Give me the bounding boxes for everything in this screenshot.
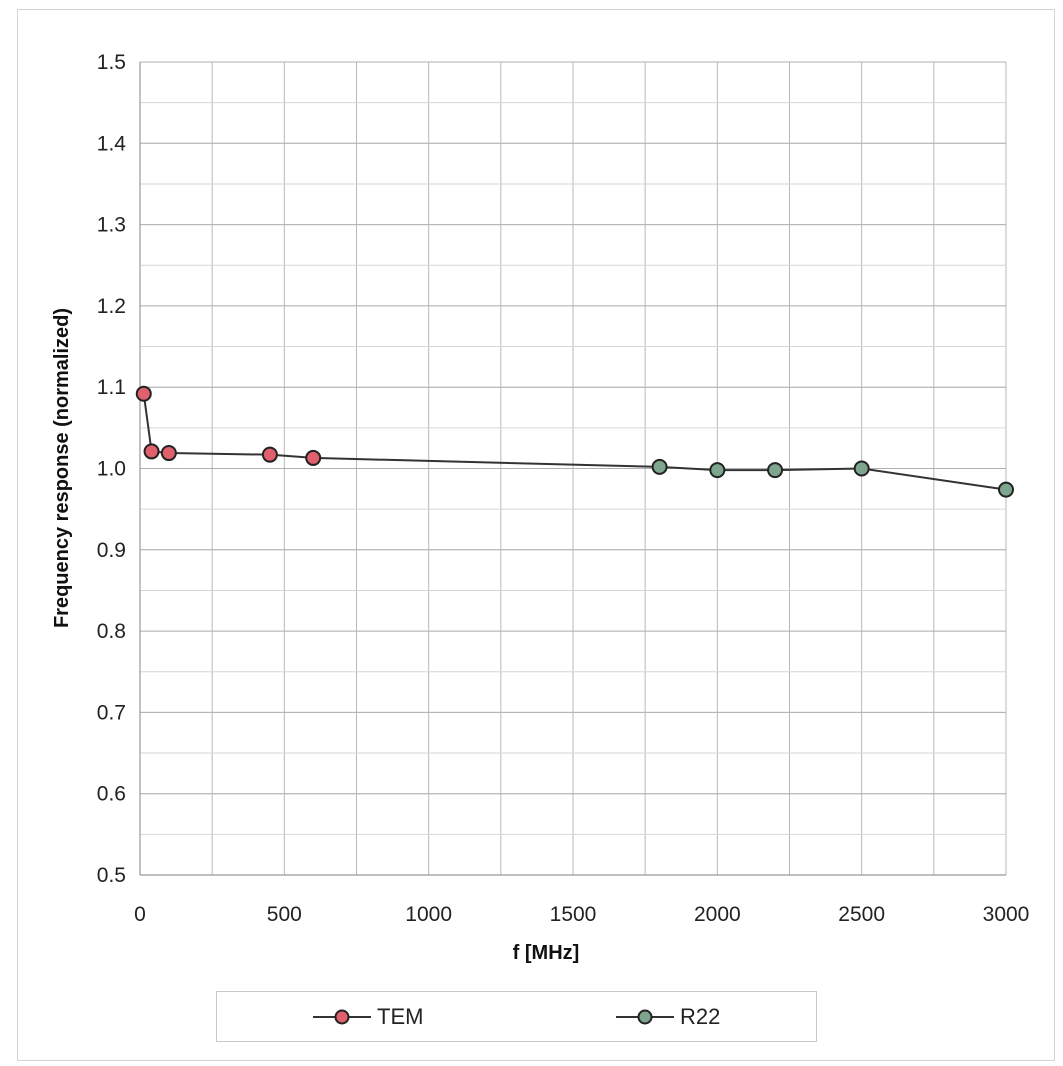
x-tick-label-2500: 2500 xyxy=(838,903,885,926)
y-tick-label-1.4: 1.4 xyxy=(97,132,127,155)
series-points xyxy=(135,385,1014,498)
legend: TEM R22 xyxy=(216,991,817,1042)
major-gridlines xyxy=(139,61,1006,876)
y-tick-label-0.7: 0.7 xyxy=(97,701,126,724)
legend-label-tem: TEM xyxy=(377,1003,424,1029)
series-line xyxy=(142,393,1007,491)
x-tick-label-3000: 3000 xyxy=(983,903,1030,926)
y-tick-label-1.5: 1.5 xyxy=(97,51,126,74)
x-tick-label-0: 0 xyxy=(134,903,146,926)
y-tick-label-0.6: 0.6 xyxy=(97,783,126,806)
y-tick-label-1.3: 1.3 xyxy=(97,214,126,237)
point-tem-1 xyxy=(143,443,160,460)
y-axis-tick-labels: 0.5 0.6 0.7 0.8 0.9 1.0 1.1 1.2 1.3 1.4 1.5 xyxy=(97,51,127,887)
point-r22-4 xyxy=(998,481,1014,498)
legend-label-r22: R22 xyxy=(680,1003,721,1029)
y-tick-label-1.0: 1.0 xyxy=(97,458,126,481)
x-axis-title: f [MHz] xyxy=(513,942,580,964)
legend-marker-tem xyxy=(313,1009,371,1024)
y-tick-label-1.2: 1.2 xyxy=(97,295,126,318)
x-tick-label-2000: 2000 xyxy=(694,903,741,926)
legend-item-tem: TEM xyxy=(311,992,423,1041)
y-tick-label-1.1: 1.1 xyxy=(97,376,126,399)
point-r22-1 xyxy=(709,462,726,479)
x-tick-label-500: 500 xyxy=(267,903,302,926)
y-axis-title: Frequency response (normalized) xyxy=(51,308,73,628)
y-tick-label-0.8: 0.8 xyxy=(97,620,126,643)
point-r22-0 xyxy=(651,458,668,475)
legend-marker-r22 xyxy=(616,1009,674,1024)
point-r22-2 xyxy=(767,462,784,479)
legend-item-r22: R22 xyxy=(614,992,720,1041)
point-r22-3 xyxy=(853,460,870,477)
series-lines xyxy=(142,393,1007,491)
x-tick-label-1000: 1000 xyxy=(405,903,452,926)
y-tick-label-0.9: 0.9 xyxy=(97,539,126,562)
point-tem-2 xyxy=(160,445,177,462)
point-tem-3 xyxy=(261,446,278,463)
x-tick-label-1500: 1500 xyxy=(550,903,597,926)
point-tem-4 xyxy=(305,449,322,466)
x-axis-tick-labels: 0 500 1000 1500 2000 2500 3000 xyxy=(134,903,1029,926)
y-tick-label-0.5: 0.5 xyxy=(97,864,126,887)
point-tem-0 xyxy=(135,385,152,402)
